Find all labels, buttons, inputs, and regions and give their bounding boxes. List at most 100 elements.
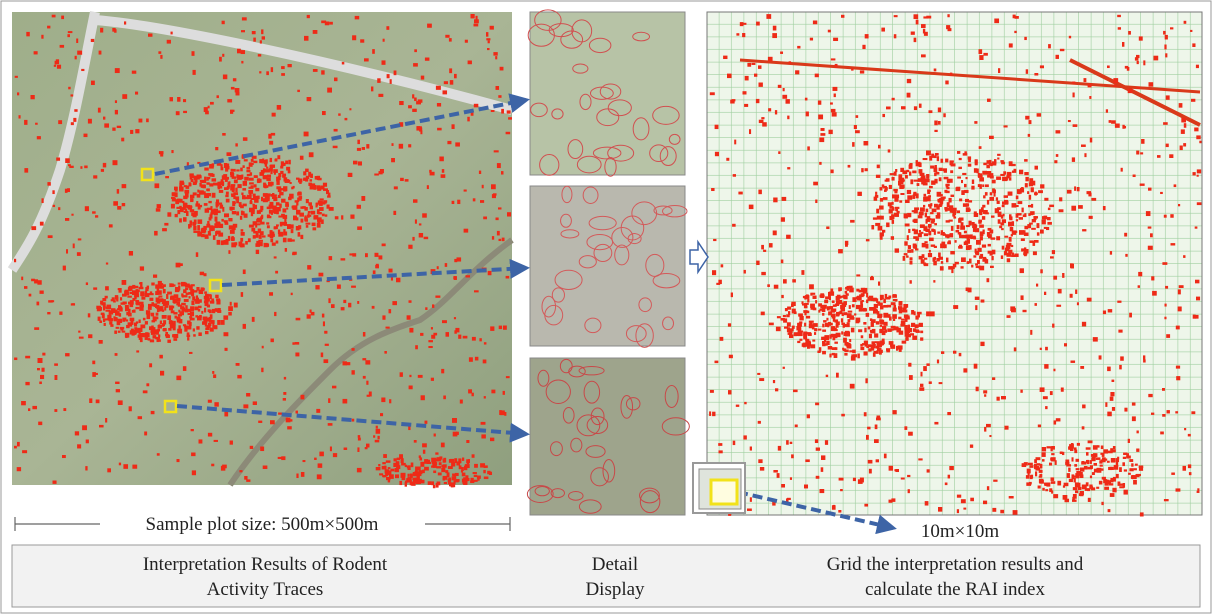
trace-speck [948, 179, 953, 183]
trace-speck [1166, 144, 1169, 147]
trace-speck [954, 240, 956, 243]
trace-speck [916, 162, 921, 167]
trace-speck [894, 15, 898, 17]
trace-speck [293, 252, 297, 255]
trace-speck [422, 443, 427, 447]
trace-speck [447, 141, 451, 144]
trace-speck [129, 286, 133, 291]
trace-speck [135, 302, 137, 304]
trace-speck [948, 240, 951, 243]
trace-speck [468, 389, 472, 393]
trace-speck [58, 120, 62, 124]
trace-speck [979, 146, 982, 149]
trace-speck [815, 74, 819, 78]
trace-speck [502, 238, 505, 242]
trace-speck [832, 347, 836, 350]
trace-speck [1176, 488, 1181, 491]
trace-speck [905, 338, 908, 341]
trace-speck [183, 204, 185, 208]
trace-speck [944, 207, 947, 210]
trace-speck [287, 224, 291, 229]
trace-speck [454, 74, 457, 78]
trace-speck [1151, 413, 1154, 415]
trace-speck [939, 194, 943, 196]
trace-speck [773, 26, 777, 31]
trace-speck [329, 256, 333, 260]
trace-speck [775, 388, 778, 391]
trace-speck [987, 232, 990, 237]
trace-speck [330, 447, 332, 452]
trace-speck [1121, 168, 1123, 172]
trace-speck [920, 224, 925, 228]
trace-speck [212, 193, 216, 198]
trace-speck [437, 128, 442, 131]
trace-speck [357, 148, 361, 151]
trace-speck [413, 63, 418, 67]
trace-speck [928, 195, 931, 197]
trace-speck [1110, 392, 1114, 396]
trace-speck [68, 87, 70, 90]
trace-speck [154, 231, 158, 236]
trace-speck [115, 311, 120, 316]
trace-speck [169, 283, 172, 287]
trace-speck [21, 401, 26, 405]
trace-speck [833, 38, 838, 41]
trace-speck [1107, 461, 1110, 463]
trace-speck [873, 353, 876, 357]
trace-speck [960, 226, 965, 230]
trace-speck [1111, 458, 1115, 463]
trace-speck [758, 65, 761, 69]
trace-speck [377, 78, 380, 83]
trace-speck [235, 88, 240, 92]
trace-speck [920, 331, 923, 334]
trace-speck [173, 301, 175, 304]
trace-speck [855, 130, 860, 133]
trace-speck [998, 219, 1001, 223]
trace-speck [285, 248, 287, 252]
trace-speck [418, 375, 423, 378]
trace-speck [1005, 426, 1009, 430]
trace-speck [919, 323, 923, 327]
trace-speck [230, 441, 233, 445]
trace-speck [216, 203, 218, 208]
trace-speck [177, 298, 181, 302]
trace-speck [506, 376, 510, 378]
trace-speck [466, 275, 471, 277]
trace-speck [304, 217, 307, 221]
trace-speck [442, 320, 447, 323]
trace-speck [1174, 184, 1177, 187]
trace-speck [163, 320, 166, 324]
trace-speck [978, 220, 982, 223]
trace-speck [980, 342, 984, 346]
trace-speck [243, 270, 246, 275]
trace-speck [883, 305, 888, 308]
trace-speck [255, 188, 259, 191]
trace-speck [1112, 380, 1115, 382]
trace-speck [983, 195, 985, 198]
trace-speck [329, 22, 333, 25]
trace-speck [433, 485, 435, 488]
trace-speck [1170, 27, 1173, 29]
trace-speck [386, 26, 389, 30]
trace-speck [1068, 120, 1071, 122]
trace-speck [1089, 96, 1091, 99]
trace-speck [845, 287, 847, 290]
trace-speck [407, 466, 409, 468]
trace-speck [183, 324, 186, 326]
trace-speck [1166, 334, 1170, 338]
trace-speck [821, 128, 825, 131]
trace-speck [1049, 205, 1054, 207]
trace-speck [1003, 171, 1006, 174]
trace-speck [391, 158, 395, 162]
trace-speck [992, 180, 996, 184]
trace-speck [934, 223, 937, 225]
trace-speck [316, 409, 320, 413]
trace-speck [1065, 462, 1069, 465]
trace-speck [1037, 232, 1040, 235]
trace-speck [1112, 488, 1116, 493]
trace-speck [284, 377, 286, 380]
trace-speck [1047, 446, 1051, 448]
trace-speck [283, 187, 286, 191]
trace-speck [948, 266, 952, 270]
trace-speck [810, 38, 813, 41]
